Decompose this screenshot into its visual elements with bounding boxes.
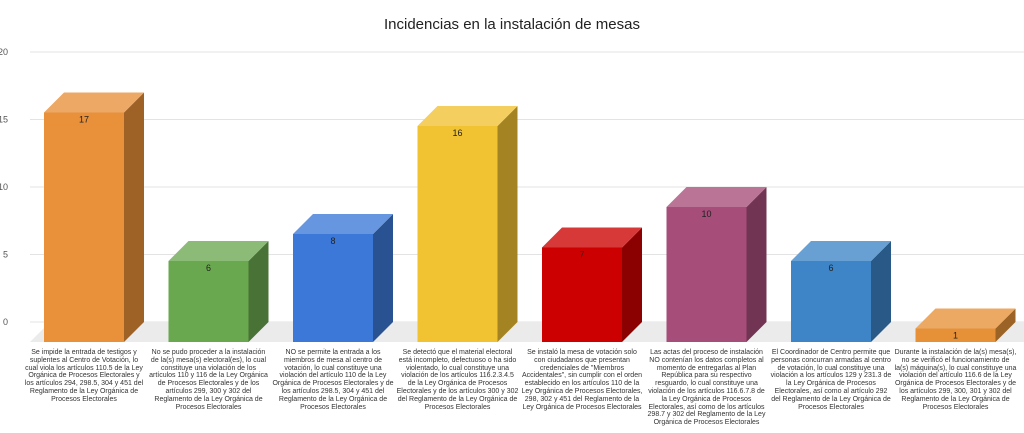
bar: [293, 234, 373, 342]
bar-top: [915, 308, 1016, 329]
bar-side: [373, 214, 393, 342]
y-tick-label: 0: [3, 317, 8, 327]
bar-top: [168, 241, 269, 261]
chart-title: Incidencias en la instalación de mesas: [384, 16, 640, 33]
bar: [542, 247, 622, 342]
bar: [44, 112, 124, 342]
x-tick-label: Las actas del proceso de instalación NO …: [647, 349, 766, 427]
bar-top: [417, 106, 518, 126]
bar: [168, 261, 249, 342]
bar: [666, 207, 747, 342]
x-tick-label: NO se permite la entrada a los miembros …: [272, 349, 394, 411]
y-tick-label: 5: [3, 250, 8, 260]
x-tick-label: Se impide la entrada de testigos y suple…: [24, 349, 144, 403]
x-tick-label: Durante la instalación de la(s) mesa(s),…: [894, 349, 1017, 411]
y-tick-label: 20: [0, 47, 8, 57]
bar-side: [622, 227, 642, 342]
data-label: 17: [79, 115, 89, 125]
bar-top: [44, 92, 144, 113]
x-tick-label: Se detectó que el material electoral est…: [396, 349, 519, 411]
bar-side: [995, 308, 1016, 342]
bar-top: [293, 214, 393, 234]
bar: [791, 261, 871, 342]
bar: [417, 126, 498, 342]
y-tick-label: 10: [0, 182, 8, 192]
bar-side: [124, 92, 144, 342]
data-label: 10: [701, 209, 711, 219]
x-tick-label: El Coordinador de Centro permite que per…: [770, 349, 892, 411]
data-label: 16: [452, 128, 462, 138]
y-tick-label: 15: [0, 115, 8, 125]
bar: [915, 328, 996, 342]
data-label: 6: [828, 263, 833, 273]
data-label: 1: [953, 331, 958, 341]
bar-side: [871, 241, 891, 342]
chart-floor: [30, 322, 1024, 342]
bar-top: [666, 187, 767, 207]
bar-side: [248, 241, 269, 342]
data-label: 8: [330, 236, 335, 246]
x-tick-label: Se instaló la mesa de votación solo con …: [521, 349, 643, 411]
bar-side: [497, 106, 518, 342]
data-label: 7: [579, 250, 584, 260]
bar-side: [746, 187, 767, 342]
data-label: 6: [206, 263, 211, 273]
bar-top: [542, 227, 642, 248]
bar-top: [791, 241, 891, 261]
x-tick-label: No se pudo proceder a la instalación de …: [149, 349, 268, 411]
